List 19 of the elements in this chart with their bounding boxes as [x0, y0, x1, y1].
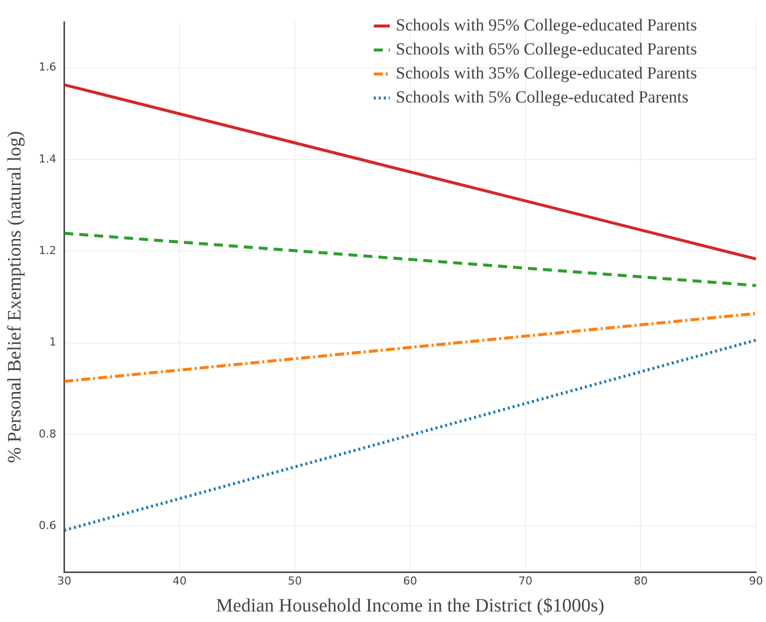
legend-label: Schools with 5% College-educated Parents: [396, 87, 689, 106]
y-tick-label: 1.2: [38, 244, 56, 258]
x-tick-label: 90: [749, 574, 763, 588]
x-tick-label: 70: [518, 574, 532, 588]
legend-label: Schools with 95% College-educated Parents: [396, 15, 698, 34]
x-tick-label: 60: [403, 574, 418, 588]
y-tick-label: 1.4: [38, 152, 56, 166]
x-tick-label: 50: [288, 574, 302, 588]
y-tick-label: 0.6: [38, 519, 56, 532]
x-tick-label: 80: [634, 574, 648, 588]
x-tick-label: 30: [57, 574, 72, 588]
y-axis-title: % Personal Belief Exemptions (natural log): [4, 131, 26, 463]
legend-label: Schools with 35% College-educated Parents: [396, 63, 698, 82]
x-axis-title: Median Household Income in the District ($1000s): [216, 596, 604, 617]
y-tick-label: 1: [49, 336, 56, 349]
x-tick-label: 40: [172, 574, 187, 588]
y-tick-label: 1.6: [38, 60, 56, 74]
y-tick-label: 0.8: [38, 427, 56, 440]
legend-label: Schools with 65% College-educated Parents: [396, 39, 698, 58]
